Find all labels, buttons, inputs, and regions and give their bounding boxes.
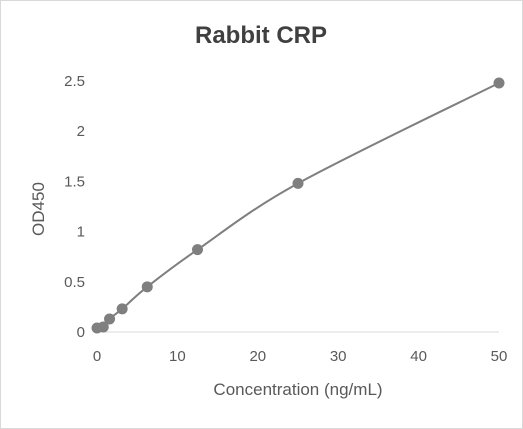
x-tick-label: 20: [249, 348, 266, 365]
y-axis-label: OD450: [29, 182, 48, 236]
x-tick-label: 50: [491, 348, 508, 365]
data-point: [141, 281, 153, 293]
chart-title: Rabbit CRP: [195, 22, 327, 49]
y-axis-ticks: 0 0.5 1 1.5 2 2.5: [64, 73, 85, 341]
data-point: [116, 303, 128, 315]
data-point: [292, 177, 304, 189]
data-point: [493, 77, 505, 89]
trend-curve: [96, 82, 500, 329]
x-axis-ticks: 0 10 20 30 40 50: [93, 348, 508, 365]
data-point: [104, 313, 116, 325]
y-tick-label: 2: [77, 123, 85, 140]
y-tick-label: 1.5: [64, 173, 85, 190]
y-tick-label: 0.5: [64, 274, 85, 291]
x-tick-label: 10: [169, 348, 186, 365]
data-point: [192, 244, 203, 256]
y-tick-label: 0: [77, 324, 85, 341]
x-tick-label: 0: [93, 348, 101, 365]
y-tick-label: 1: [77, 224, 85, 241]
data-point: [97, 321, 109, 333]
data-points: [91, 77, 505, 334]
x-tick-label: 40: [410, 348, 427, 365]
x-axis-label: Concentration (ng/mL): [213, 380, 382, 399]
x-tick-label: 30: [330, 348, 347, 365]
y-tick-label: 2.5: [64, 73, 85, 90]
